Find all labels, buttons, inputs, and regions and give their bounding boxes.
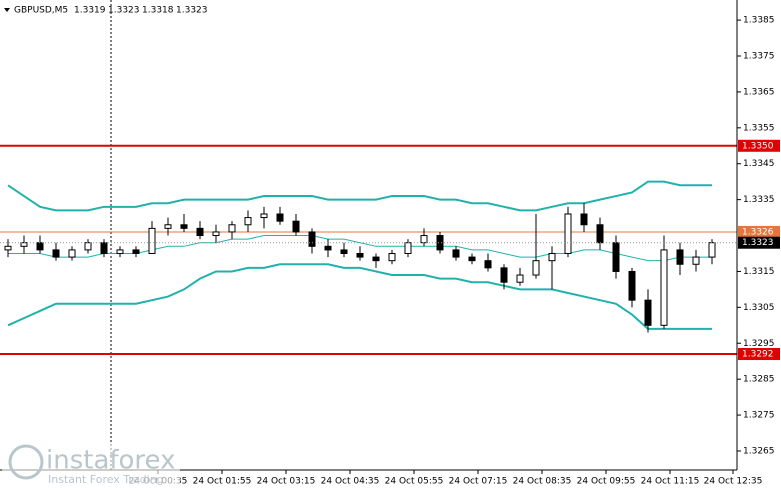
watermark-logo <box>8 444 44 480</box>
candle-body <box>4 245 12 251</box>
candle-body <box>484 260 492 269</box>
candle-body <box>212 231 220 237</box>
candle-body <box>228 224 236 233</box>
candle-body <box>340 249 348 254</box>
candle-body <box>68 249 76 258</box>
candle-body <box>436 235 444 251</box>
y-tick-label: 1.3365 <box>743 87 775 97</box>
candle-body <box>580 213 588 226</box>
level-label: 1.3350 <box>742 141 774 151</box>
band-line <box>7 263 712 330</box>
x-tick-label: 24 Oct 01:55 <box>193 477 252 487</box>
candle-body <box>180 224 188 229</box>
candle-body <box>516 274 524 283</box>
y-tick-label: 1.3335 <box>743 195 775 205</box>
x-tick-label: 24 Oct 08:35 <box>513 477 572 487</box>
candle-body <box>564 213 572 254</box>
level-label: 1.3326 <box>742 227 774 237</box>
candle-body <box>468 256 476 262</box>
y-tick-label: 1.3265 <box>743 446 775 456</box>
candle-body <box>388 252 396 262</box>
candle-body <box>292 220 300 233</box>
candle-body <box>532 260 540 276</box>
candle-body <box>692 256 700 265</box>
candle-body <box>276 213 284 222</box>
candle-body <box>372 256 380 262</box>
candle-body <box>708 242 716 258</box>
candle-body <box>628 270 636 301</box>
x-tick-label: 24 Oct 05:55 <box>385 477 444 487</box>
level-label: 1.3292 <box>742 350 774 360</box>
y-tick-label: 1.3295 <box>743 339 775 349</box>
x-tick-label: 24 Oct 03:15 <box>257 477 316 487</box>
x-tick-label: 24 Oct 11:15 <box>641 477 700 487</box>
candle-body <box>676 249 684 265</box>
candle-body <box>612 242 620 272</box>
level-tag <box>738 225 780 238</box>
candle-body <box>596 224 604 244</box>
watermark-tagline: Instant Forex Trading <box>48 473 164 486</box>
candle-body <box>452 249 460 258</box>
candle-body <box>20 242 28 247</box>
candle-body <box>244 217 252 226</box>
y-tick-label: 1.3385 <box>743 16 775 26</box>
y-tick-label: 1.3305 <box>743 303 775 313</box>
candle-body <box>148 227 156 254</box>
y-tick-label: 1.3275 <box>743 411 775 421</box>
watermark-bg <box>2 443 180 487</box>
candle-body <box>548 252 556 262</box>
y-tick-label: 1.3355 <box>743 123 775 133</box>
level-tag <box>738 348 780 361</box>
x-tick-label: 24 Oct 07:15 <box>449 477 508 487</box>
plot <box>0 144 737 356</box>
candle-body <box>260 213 268 219</box>
candle-body <box>404 242 412 254</box>
candle-body <box>132 249 140 254</box>
candle-body <box>36 242 44 251</box>
candle-body <box>500 267 508 283</box>
header-value: 1.3318 <box>142 6 174 16</box>
chart-title: GBPUSD,M5 <box>14 6 68 16</box>
candle-body <box>116 249 124 254</box>
watermark: instaforex Instant Forex Trading <box>2 443 180 487</box>
candle-body <box>356 252 364 258</box>
header-value: 1.3323 <box>176 6 208 16</box>
y-tick-label: 1.3345 <box>743 159 775 169</box>
candle-body <box>196 227 204 237</box>
x-tick-label: 24 Oct 09:55 <box>577 477 636 487</box>
symbol-marker <box>4 8 10 12</box>
y-tick-label: 1.3315 <box>743 267 775 277</box>
band-line <box>7 180 712 212</box>
header-value: 1.3323 <box>108 6 140 16</box>
x-tick-label: 24 Oct 04:35 <box>321 477 380 487</box>
candle-body <box>660 249 668 326</box>
level-tag <box>738 139 780 152</box>
current-price-tag <box>738 236 780 249</box>
candle-body <box>100 242 108 254</box>
candle-body <box>420 235 428 244</box>
candle-body <box>84 242 92 251</box>
y-tick-label: 1.3285 <box>743 375 775 385</box>
watermark-brand: instaforex <box>46 446 175 476</box>
x-tick-label: 24 Oct 12:35 <box>704 477 763 487</box>
candle-body <box>644 299 652 326</box>
candle-body <box>52 249 60 258</box>
candle-body <box>164 224 172 229</box>
candle-body <box>308 231 316 247</box>
y-tick-label: 1.3375 <box>743 52 775 62</box>
candle-body <box>324 245 332 251</box>
header-value: 1.3319 <box>74 6 106 16</box>
current-price-label: 1.3323 <box>742 238 774 248</box>
